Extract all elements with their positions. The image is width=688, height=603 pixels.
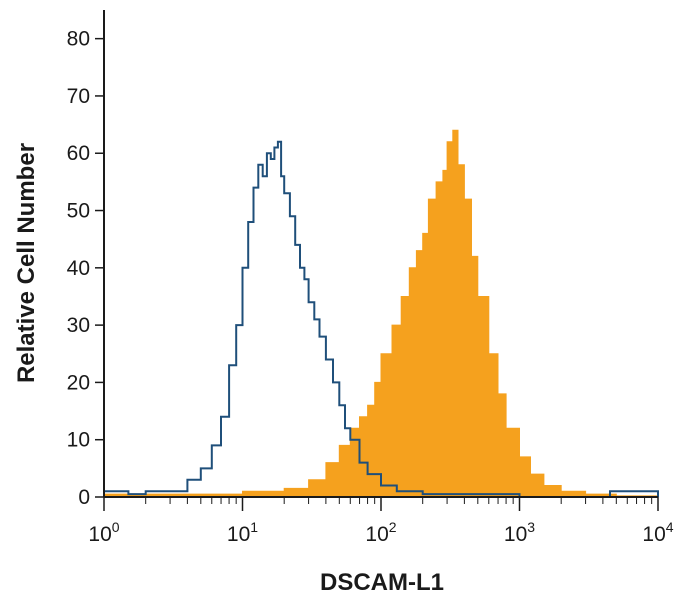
histogram-outline-series: [104, 140, 659, 498]
y-tick-label: 30: [67, 314, 90, 337]
y-tick-label: 80: [67, 28, 90, 51]
y-tick-label: 10: [67, 429, 90, 452]
plot-area: [103, 129, 659, 498]
x-tick-label: 101: [227, 519, 258, 546]
x-tick-label: 103: [504, 519, 535, 546]
y-tick-label: 60: [67, 142, 90, 165]
y-tick-label: 40: [67, 257, 90, 280]
x-tick-label: 102: [365, 519, 396, 546]
y-tick-label: 50: [67, 200, 90, 223]
y-axis-title: Relative Cell Number: [13, 143, 40, 383]
y-tick-label: 70: [67, 85, 90, 108]
x-tick-label: 100: [88, 519, 119, 546]
axes: 0 10 20 30 40 50 60 70 80 100 101 102 103 104: [67, 10, 674, 546]
y-tick-label: 0: [78, 486, 90, 509]
x-axis-title: DSCAM-L1: [320, 569, 444, 596]
x-tick-label: 104: [642, 519, 673, 546]
y-tick-label: 20: [67, 371, 90, 394]
histogram-fill-series: [103, 129, 659, 498]
